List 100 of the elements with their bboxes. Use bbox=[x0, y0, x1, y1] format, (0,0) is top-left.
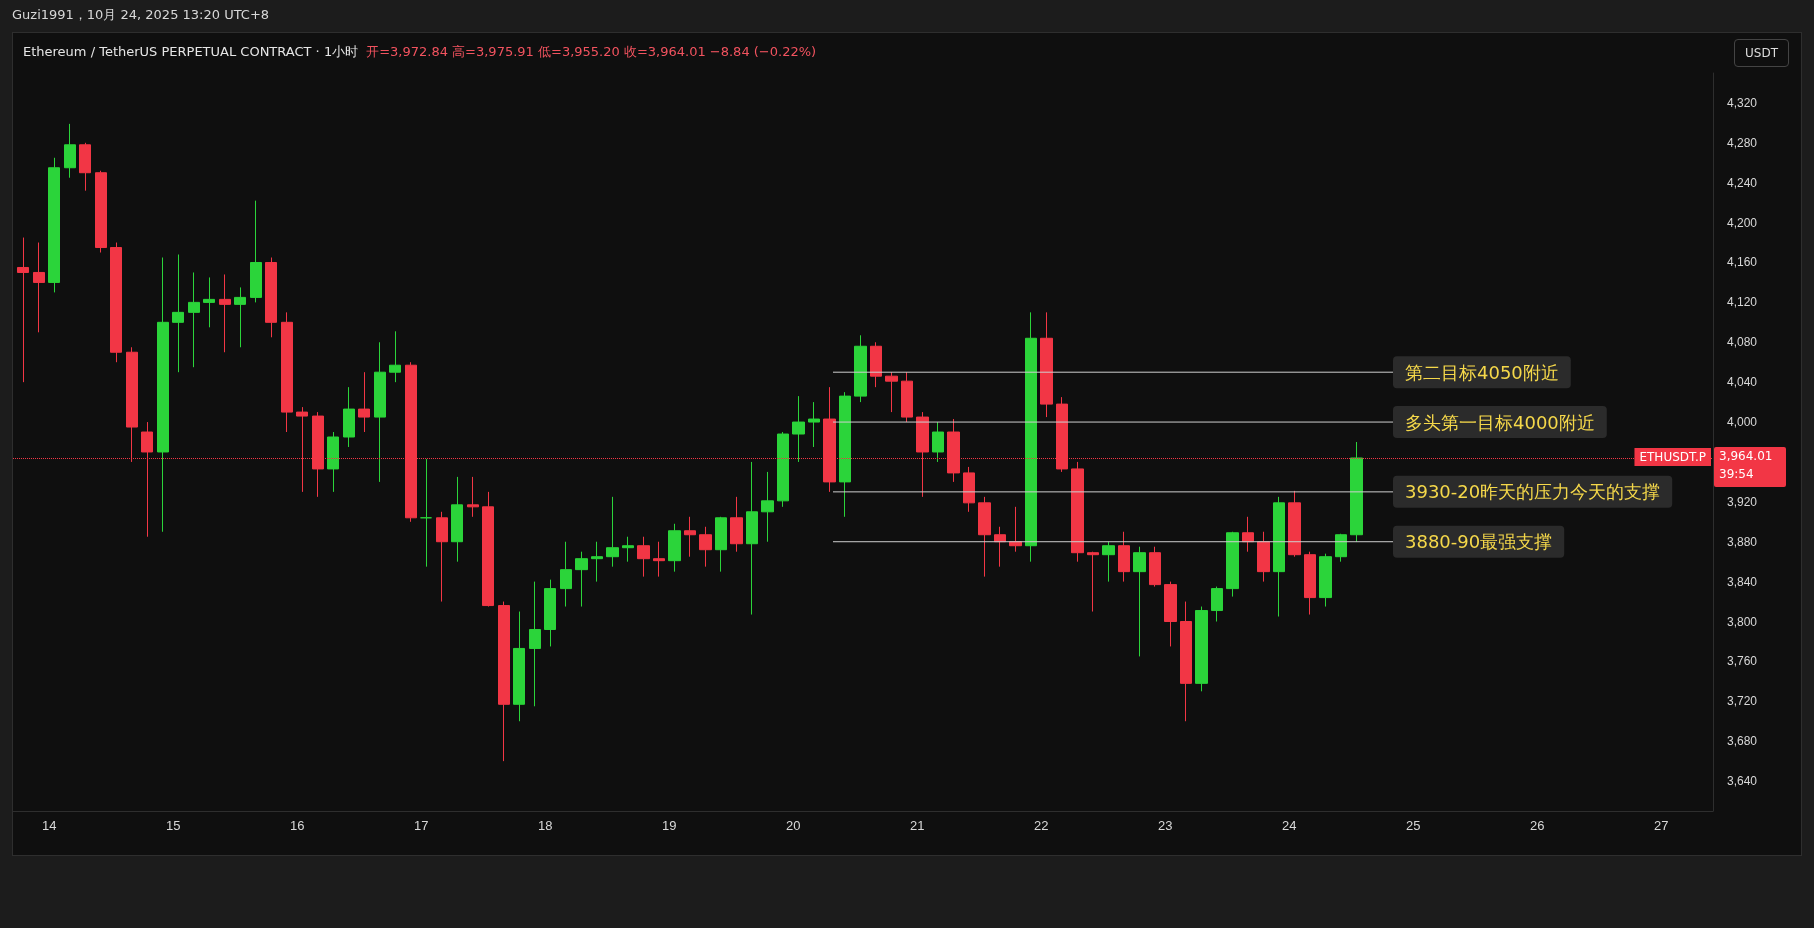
candlestick bbox=[1133, 546, 1146, 657]
y-tick-label: 4,040 bbox=[1727, 375, 1758, 390]
candlestick bbox=[1211, 586, 1223, 623]
candlestick bbox=[1195, 606, 1208, 692]
y-tick-label: 4,000 bbox=[1727, 415, 1758, 430]
x-tick-label: 26 bbox=[1530, 818, 1545, 833]
candlestick bbox=[591, 541, 603, 583]
candlestick bbox=[79, 142, 91, 192]
candlestick bbox=[1304, 551, 1316, 616]
candlestick bbox=[17, 237, 29, 383]
y-tick-label: 3,880 bbox=[1727, 534, 1758, 549]
candlestick bbox=[358, 371, 370, 433]
y-tick-label: 4,160 bbox=[1727, 255, 1758, 270]
text: 39:54 bbox=[1719, 466, 1754, 481]
candlestick bbox=[1226, 531, 1239, 598]
text: USDT bbox=[1734, 39, 1789, 67]
candlestick bbox=[746, 461, 758, 616]
x-tick-label: 16 bbox=[289, 818, 305, 833]
candlestick bbox=[699, 526, 712, 568]
candlestick bbox=[606, 496, 619, 568]
y-tick-label: 3,920 bbox=[1727, 494, 1758, 509]
candlestick bbox=[467, 476, 479, 518]
x-tick-label: 19 bbox=[662, 818, 677, 833]
candlestick bbox=[668, 523, 681, 573]
candlestick bbox=[374, 341, 386, 483]
candlestick bbox=[33, 242, 45, 333]
candlestick bbox=[1025, 311, 1037, 563]
candlestick bbox=[451, 476, 463, 563]
ref-line-label: 3,964.01 bbox=[1719, 448, 1773, 463]
x-tick-label: 22 bbox=[1034, 818, 1049, 833]
candlestick bbox=[1180, 601, 1192, 722]
candlestick bbox=[172, 254, 184, 373]
candlestick bbox=[436, 511, 448, 603]
y-tick-label: 3,800 bbox=[1727, 614, 1758, 629]
y-tick-label: 4,200 bbox=[1727, 215, 1758, 230]
candlestick bbox=[777, 431, 789, 508]
candlestick bbox=[854, 334, 867, 403]
candlestick bbox=[219, 273, 231, 353]
candlestick bbox=[978, 496, 991, 578]
candlestick bbox=[544, 579, 556, 647]
candlestick bbox=[420, 458, 432, 568]
candlestick bbox=[513, 611, 525, 722]
chart-subtitle: 开=3,972.84 高=3,975.91 低=3,955.20 收=3,964.01 −8.84 (−0.22%) bbox=[366, 44, 817, 59]
candlestick bbox=[203, 276, 215, 328]
candlestick bbox=[808, 401, 820, 448]
chart-title: Ethereum / TetherUS PERPETUAL CONTRACT · 1小时 bbox=[23, 44, 359, 59]
x-tick-label: 15 bbox=[165, 818, 181, 833]
candlestick bbox=[529, 581, 541, 707]
candlestick bbox=[64, 123, 76, 179]
ref-line-label: 3880-90最强支撑 bbox=[1405, 531, 1553, 553]
y-tick-label: 4,120 bbox=[1727, 295, 1758, 310]
y-tick-label: 3,760 bbox=[1727, 654, 1758, 669]
candlestick bbox=[839, 391, 851, 518]
candlestick bbox=[482, 491, 494, 608]
y-tick-label: 3,640 bbox=[1727, 774, 1758, 789]
candlestick bbox=[389, 330, 401, 383]
candlestick bbox=[1102, 541, 1115, 583]
x-tick-label: 18 bbox=[537, 818, 553, 833]
candlestick bbox=[95, 170, 107, 254]
candlestick bbox=[870, 341, 882, 388]
candlestick bbox=[1242, 516, 1254, 553]
candlestick bbox=[730, 496, 743, 553]
candlestick bbox=[932, 421, 944, 463]
candlestick bbox=[1288, 490, 1301, 558]
candlestick bbox=[1319, 553, 1332, 608]
candlestick bbox=[1118, 531, 1130, 583]
candlestick bbox=[1149, 546, 1161, 588]
candlestick bbox=[560, 541, 572, 608]
candlestick bbox=[885, 371, 898, 413]
candlestick bbox=[1087, 551, 1099, 613]
candlestick bbox=[792, 395, 805, 463]
x-tick-label: 24 bbox=[1282, 818, 1297, 833]
x-tick-label: 23 bbox=[1158, 818, 1173, 833]
candlestick bbox=[653, 541, 665, 578]
y-tick-label: 3,680 bbox=[1727, 734, 1758, 749]
candlestick bbox=[994, 526, 1006, 568]
candlestick bbox=[234, 286, 246, 348]
x-tick-label: 14 bbox=[41, 818, 57, 833]
x-tick-label: 21 bbox=[910, 818, 925, 833]
candlestick bbox=[265, 257, 277, 338]
candlestick bbox=[963, 466, 975, 513]
candlestick bbox=[327, 431, 339, 493]
candlestick bbox=[110, 242, 122, 363]
candlestick bbox=[684, 516, 696, 558]
y-tick-label: 3,720 bbox=[1727, 694, 1758, 709]
y-tick-label: 4,320 bbox=[1727, 95, 1758, 110]
candlestick bbox=[901, 371, 913, 423]
candlestick bbox=[1009, 506, 1022, 553]
candlestick bbox=[1350, 441, 1363, 543]
candlestick bbox=[1273, 496, 1285, 618]
ref-line-label: 第二目标4050附近 bbox=[1405, 361, 1559, 383]
candlestick bbox=[637, 536, 650, 578]
x-tick-label: 25 bbox=[1406, 818, 1421, 833]
ref-line-label: 3930-20昨天的压力今天的支撑 bbox=[1405, 481, 1661, 503]
candlestick bbox=[498, 601, 510, 762]
y-tick-label: 4,080 bbox=[1727, 335, 1758, 350]
y-tick-label: 3,840 bbox=[1727, 574, 1758, 589]
x-tick-label: 20 bbox=[786, 818, 801, 833]
candlestick bbox=[761, 471, 774, 543]
candlestick bbox=[1335, 533, 1347, 563]
